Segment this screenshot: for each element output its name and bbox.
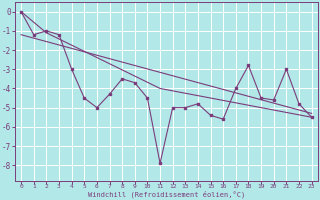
X-axis label: Windchill (Refroidissement éolien,°C): Windchill (Refroidissement éolien,°C)	[88, 190, 245, 198]
